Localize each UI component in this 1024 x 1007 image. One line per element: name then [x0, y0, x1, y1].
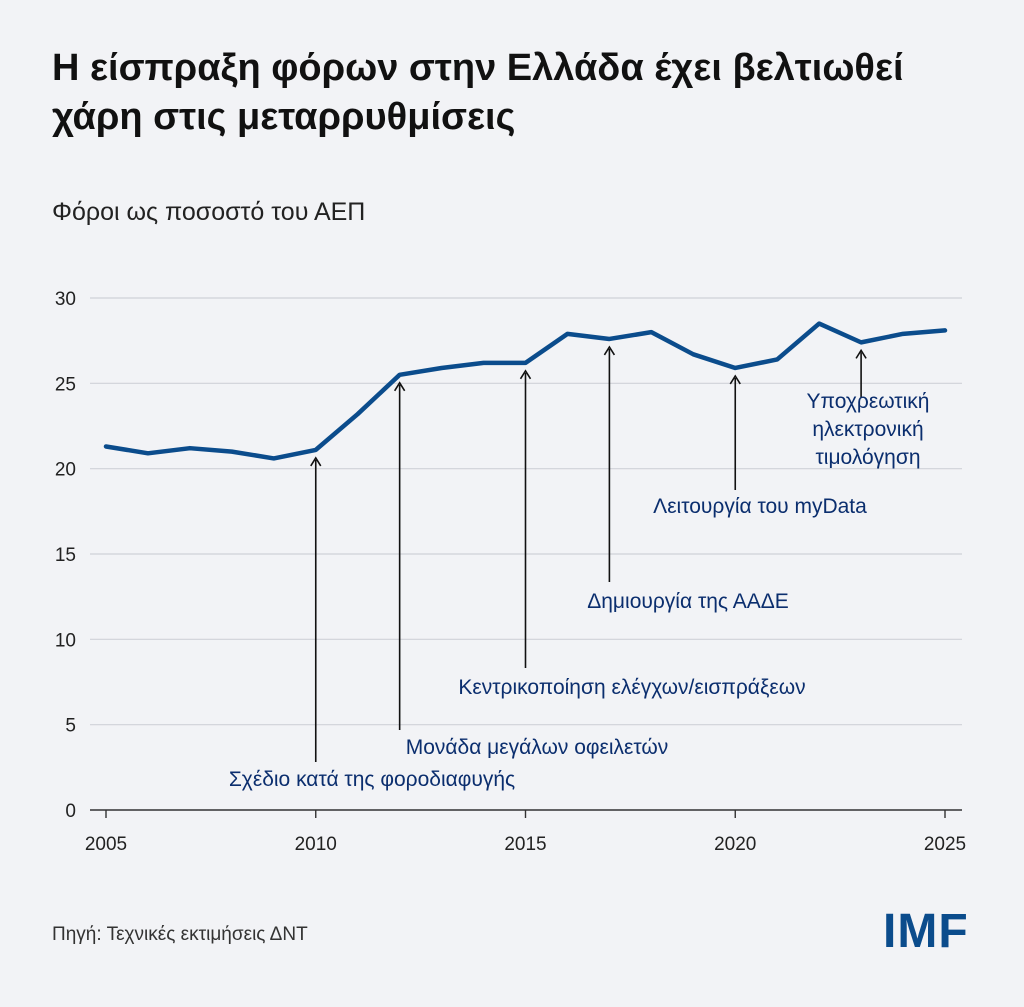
annotation-label: Μονάδα μεγάλων οφειλετών [406, 736, 669, 759]
y-tick-label: 20 [55, 460, 76, 481]
imf-logo: IMF [883, 905, 969, 958]
annotation-label: Υποχρεωτική [807, 390, 930, 413]
y-tick-label: 0 [65, 801, 76, 822]
y-tick-label: 25 [55, 374, 76, 395]
annotation-arrowhead [855, 348, 867, 359]
y-tick-label: 30 [55, 289, 76, 310]
annotation-arrowhead [603, 345, 616, 356]
annotation-label: Σχέδιο κατά της φοροδιαφυγής [229, 768, 515, 791]
x-tick-label: 2010 [295, 834, 337, 855]
annotation-label: Κεντρικοποίηση ελέγχων/εισπράξεων [458, 676, 805, 699]
annotation-arrowhead [393, 381, 406, 392]
annotation-label: Δημιουργία της ΑΑΔΕ [587, 590, 789, 613]
annotations: Σχέδιο κατά της φοροδιαφυγής Μονάδα μεγάλ… [229, 345, 930, 791]
annotation-label: Λειτουργία του myData [653, 495, 867, 518]
series [103, 321, 948, 461]
annotation-label: ηλεκτρονική [812, 418, 923, 441]
annotation-arrowhead [519, 369, 532, 380]
source-note: Πηγή: Τεχνικές εκτιμήσεις ΔΝΤ [52, 924, 308, 945]
annotation-arrowhead [310, 456, 322, 467]
y-tick-label: 5 [65, 716, 76, 737]
x-tick-label: 2005 [85, 834, 127, 855]
chart-title: Η είσπραξη φόρων στην Ελλάδα έχει βελτιω… [52, 47, 904, 138]
annotation-label: τιμολόγηση [815, 446, 920, 469]
x-tick-label: 2020 [714, 834, 756, 855]
x-tick-label: 2025 [924, 834, 966, 855]
annotation-arrowhead [729, 374, 741, 385]
y-axis-label: Φόροι ως ποσοστό του ΑΕΠ [52, 198, 366, 226]
x-tick-label: 2015 [504, 834, 546, 855]
y-tick-label: 10 [55, 630, 76, 651]
y-tick-label: 15 [55, 545, 76, 566]
